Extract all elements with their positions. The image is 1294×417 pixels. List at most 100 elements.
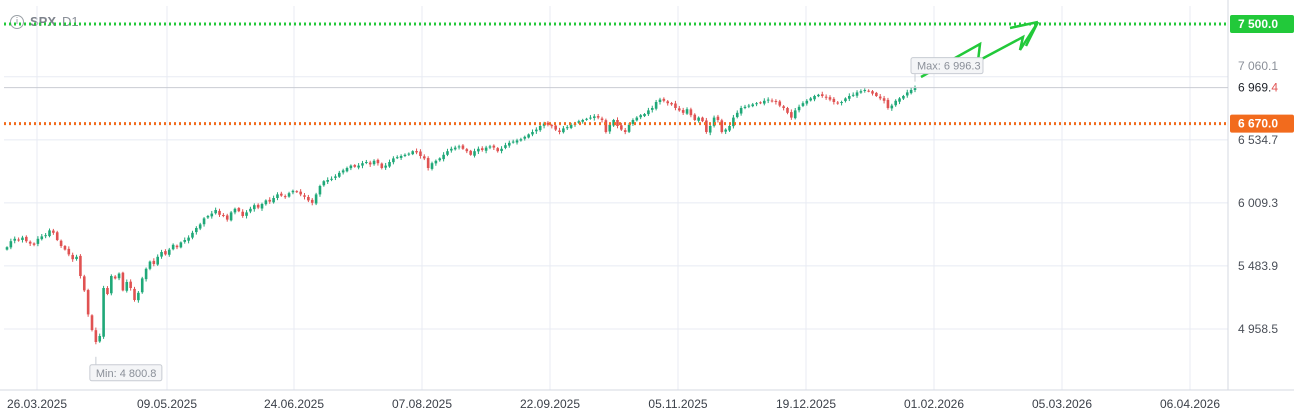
- candle-down: [620, 125, 623, 130]
- candle-up: [735, 112, 739, 118]
- candle-down: [770, 100, 774, 102]
- candle-up: [504, 145, 507, 148]
- candle-down: [52, 230, 55, 233]
- candle-down: [164, 251, 167, 255]
- candle-down: [241, 211, 244, 216]
- candle-up: [751, 104, 755, 107]
- candle-up: [515, 140, 519, 143]
- candle-up: [855, 92, 859, 96]
- candle-up: [442, 154, 445, 160]
- candle-down: [28, 241, 32, 244]
- candle-down: [175, 245, 179, 248]
- x-tick-label: 05.03.2026: [1032, 397, 1092, 411]
- candle-up: [44, 235, 47, 237]
- candle-up: [585, 118, 588, 120]
- candle-up: [365, 162, 368, 163]
- level-label: 7 500.0: [1238, 17, 1278, 31]
- candle-down: [133, 288, 136, 300]
- x-axis: 26.03.2025 09.05.2025 24.06.2025 07.08.2025…: [7, 397, 1220, 411]
- candle-up: [766, 99, 770, 101]
- candle-down: [480, 148, 484, 150]
- candle-down: [71, 254, 74, 260]
- candle-down: [218, 210, 221, 215]
- candle-up: [507, 142, 511, 146]
- candle-down: [113, 276, 117, 279]
- candle-down: [693, 114, 697, 120]
- candle-down: [63, 246, 67, 250]
- candle-up: [349, 165, 353, 169]
- candle-up: [608, 124, 612, 132]
- x-tick-label: 09.05.2025: [137, 397, 197, 411]
- x-tick-label: 22.09.2025: [520, 397, 580, 411]
- candle-down: [600, 118, 604, 120]
- candle-up: [322, 181, 326, 186]
- candle-up: [527, 134, 530, 138]
- candle-up: [863, 90, 867, 91]
- candle-down: [310, 199, 314, 203]
- arrow-path: [920, 21, 1040, 79]
- candle-up: [488, 146, 492, 148]
- candle-up: [191, 232, 194, 238]
- candle-down: [55, 232, 59, 240]
- x-tick-label: 06.04.2026: [1160, 397, 1220, 411]
- candle-down: [678, 108, 681, 111]
- candle-up: [264, 200, 268, 205]
- candle-up: [330, 178, 333, 180]
- candle-up: [357, 165, 360, 168]
- candle-down: [225, 215, 229, 220]
- candle-up: [631, 120, 635, 124]
- x-tick-label: 24.06.2025: [264, 397, 324, 411]
- candle-down: [307, 196, 310, 201]
- candle-up: [905, 92, 909, 96]
- candle-up: [531, 132, 534, 135]
- candle-up: [453, 147, 457, 150]
- candle-up: [643, 114, 646, 117]
- forecast-arrow: [920, 20, 1040, 79]
- candle-down: [79, 255, 82, 276]
- candle-down: [616, 120, 619, 126]
- max-label: Max: 6 996.3: [917, 61, 981, 73]
- x-tick-label: 26.03.2025: [7, 397, 67, 411]
- min-label: Min: 4 800.8: [96, 368, 157, 380]
- arrow-head: [1009, 20, 1040, 47]
- candle-down: [496, 148, 500, 152]
- candle-up: [341, 170, 345, 173]
- candle-up: [9, 241, 13, 248]
- candle-down: [280, 193, 283, 196]
- candle-up: [337, 172, 341, 177]
- candle-up: [260, 204, 264, 209]
- candle-down: [86, 290, 90, 315]
- info-icon[interactable]: i: [10, 14, 24, 29]
- candle-up: [593, 116, 596, 118]
- chart-grid: [0, 0, 1294, 391]
- candle-up: [206, 216, 210, 218]
- candle-down: [469, 150, 472, 155]
- x-tick-label: 07.08.2025: [392, 397, 452, 411]
- candle-up: [511, 141, 515, 143]
- candle-up: [697, 117, 700, 121]
- y-tick-label: 4 958.5: [1238, 322, 1278, 336]
- candle-down: [368, 162, 372, 165]
- candle-down: [878, 96, 882, 99]
- candle-down: [283, 196, 287, 198]
- candle-down: [875, 92, 878, 96]
- candle-up: [438, 158, 442, 161]
- candle-up: [577, 121, 581, 123]
- candle-up: [291, 190, 295, 193]
- candle-up: [840, 102, 843, 104]
- candle-down: [17, 239, 20, 241]
- candle-up: [685, 109, 689, 114]
- candle-up: [589, 117, 592, 119]
- candle-up: [813, 96, 816, 100]
- candle-up: [372, 160, 376, 165]
- candle-up: [384, 165, 387, 168]
- candle-up: [148, 261, 152, 269]
- candle-up: [229, 212, 233, 221]
- candle-up: [361, 163, 364, 166]
- candle-up: [801, 103, 805, 106]
- candle-up: [326, 180, 329, 182]
- candle-down: [94, 330, 98, 342]
- candle-down: [716, 116, 720, 120]
- candle-down: [836, 102, 840, 104]
